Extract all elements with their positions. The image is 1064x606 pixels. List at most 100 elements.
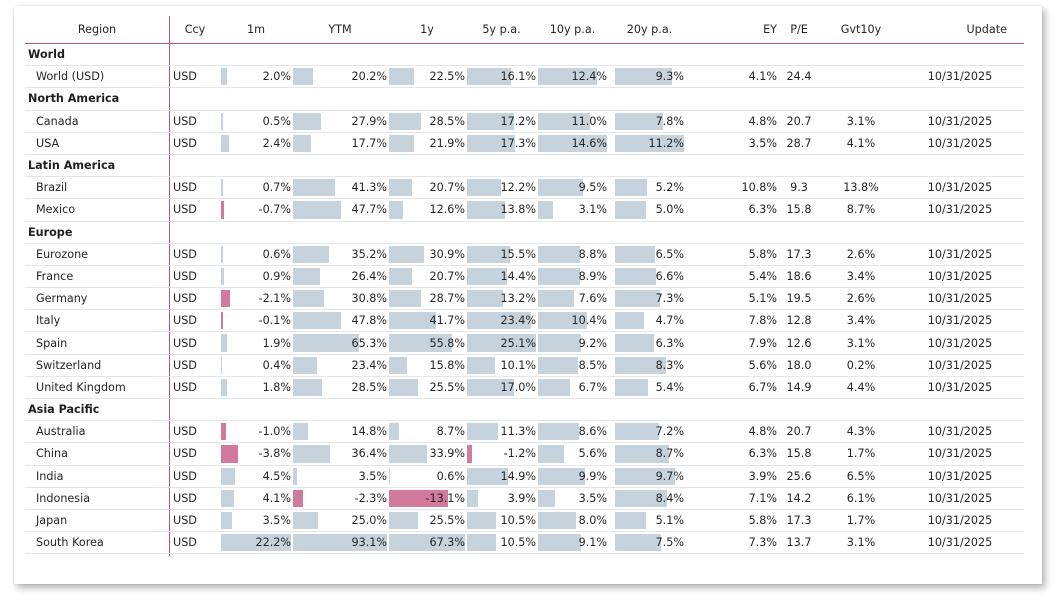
cell-ey: 7.9%: [748, 336, 777, 350]
table-row[interactable]: USA USD 2.4% 17.7% 21.9% 17.3% 14.6% 11.2% 3.5% 2…: [25, 133, 1024, 155]
value-5y: 15.5%: [500, 247, 536, 261]
table-row[interactable]: Mexico USD -0.7% 47.7% 12.6% 13.8% 3.1% 5.0% 6.3…: [25, 199, 1024, 222]
bar-10y: [538, 467, 585, 485]
table-row[interactable]: France USD 0.9% 26.4% 20.7% 14.4% 8.9% 6.6% 5.4%…: [25, 266, 1024, 289]
cell-20y: 8.3%: [615, 355, 684, 376]
bar-1m: [221, 290, 231, 308]
cell-ytm: 93.1%: [293, 532, 387, 553]
value-1y: 33.9%: [429, 447, 465, 461]
value-1m: 3.5%: [262, 514, 291, 528]
bar-ytm: [293, 356, 317, 374]
value-1y: 30.9%: [429, 247, 465, 261]
group-row[interactable]: Latin America: [25, 155, 1024, 178]
value-ytm: 47.8%: [351, 314, 387, 328]
header-10y[interactable]: 10y p.a.: [549, 23, 596, 36]
table-row[interactable]: China USD -3.8% 36.4% 33.9% -1.2% 5.6% 8.7% 6.3%…: [25, 443, 1024, 466]
header-update[interactable]: Update: [966, 23, 1007, 36]
table-row[interactable]: Indonesia USD 4.1% -2.3% -13.1% 3.9% 3.5% 8.4% 7…: [25, 488, 1024, 510]
bar-20y: [615, 68, 673, 86]
value-1m: -2.1%: [258, 292, 291, 306]
bar-5y: [467, 445, 473, 463]
table-row[interactable]: India USD 4.5% 3.5% 0.6% 14.9% 9.9% 9.7% 3.9% 25.…: [25, 466, 1024, 488]
bar-ytm: [293, 423, 308, 441]
cell-1y: 30.9%: [389, 244, 465, 265]
cell-gvt10y: 3.4%: [846, 314, 876, 328]
group-row[interactable]: Europe: [25, 222, 1024, 244]
bar-20y: [615, 201, 646, 219]
region-cell: Mexico: [36, 203, 76, 217]
value-1y: 0.6%: [436, 469, 465, 483]
header-ytm[interactable]: YTM: [328, 23, 352, 36]
bar-1m: [221, 489, 234, 507]
table-row[interactable]: South Korea USD 22.2% 93.1% 67.3% 10.5% 9.1% 7.…: [25, 532, 1024, 555]
value-ytm: 17.7%: [351, 136, 387, 150]
cell-10y: 8.9%: [538, 266, 607, 287]
bar-5y: [467, 356, 495, 374]
value-1m: 0.7%: [262, 181, 291, 195]
table-row[interactable]: Eurozone USD 0.6% 35.2% 30.9% 15.5% 8.8% 6.5% 5.…: [25, 244, 1024, 266]
cell-1m: 2.0%: [221, 66, 291, 87]
header-20y[interactable]: 20y p.a.: [626, 23, 673, 36]
cell-ytm: 47.7%: [293, 199, 387, 220]
region-cell: Germany: [36, 292, 88, 306]
bar-ytm: [293, 534, 387, 552]
value-ytm: 20.2%: [351, 70, 387, 84]
bar-1m: [221, 245, 223, 263]
group-label: North America: [28, 92, 120, 106]
cell-ytm: -2.3%: [293, 488, 387, 509]
cell-1m: 0.9%: [221, 266, 291, 287]
bar-ytm: [293, 334, 359, 352]
value-5y: 10.5%: [500, 536, 536, 550]
table-row[interactable]: World (USD) USD 2.0% 20.2% 22.5% 16.1% 12.4% 9.…: [25, 66, 1024, 89]
value-10y: 7.6%: [578, 292, 607, 306]
bar-1y: [389, 290, 422, 308]
value-1y: 41.7%: [429, 314, 465, 328]
table-row[interactable]: Spain USD 1.9% 65.3% 55.8% 25.1% 9.2% 6.3% 7.9% 1…: [25, 332, 1024, 355]
header-pe[interactable]: P/E: [790, 23, 808, 36]
value-1m: 1.9%: [262, 336, 291, 350]
region-cell: France: [36, 269, 74, 283]
cell-20y: 11.2%: [615, 133, 684, 154]
header-ey[interactable]: EY: [763, 23, 777, 36]
table-row[interactable]: Canada USD 0.5% 27.9% 28.5% 17.2% 11.0% 7.8% 4.8…: [25, 111, 1024, 133]
header-1y[interactable]: 1y: [420, 23, 434, 36]
header-region[interactable]: Region: [77, 23, 117, 36]
ccy-cell: USD: [173, 314, 197, 328]
header-5y[interactable]: 5y p.a.: [482, 23, 521, 36]
value-10y: 11.0%: [571, 114, 607, 128]
cell-ey: 6.7%: [748, 380, 777, 394]
header-gvt10y[interactable]: Gvt10y: [840, 23, 882, 36]
cell-1y: 12.6%: [389, 199, 465, 220]
value-20y: 9.7%: [655, 469, 684, 483]
cell-5y: 12.2%: [467, 177, 536, 198]
table-row[interactable]: Germany USD -2.1% 30.8% 28.7% 13.2% 7.6% 7.3% 5.…: [25, 288, 1024, 311]
bar-10y: [538, 534, 581, 552]
cell-gvt10y: 13.8%: [843, 181, 879, 195]
group-row[interactable]: North America: [25, 88, 1024, 111]
cell-10y: 9.2%: [538, 332, 607, 353]
value-ytm: 28.5%: [351, 380, 387, 394]
bar-1y: [389, 312, 437, 330]
group-row[interactable]: World: [25, 44, 1024, 67]
header-1m[interactable]: 1m: [246, 23, 266, 36]
table-row[interactable]: Australia USD -1.0% 14.8% 8.7% 11.3% 8.6% 7.2% 4…: [25, 421, 1024, 444]
bar-5y: [467, 511, 496, 530]
bar-10y: [538, 290, 574, 308]
table-row[interactable]: Switzerland USD 0.4% 23.4% 15.8% 10.1% 8.5% 8.3…: [25, 355, 1024, 377]
bar-ytm: [293, 467, 297, 485]
cell-20y: 7.8%: [615, 111, 684, 132]
table-row[interactable]: United Kingdom USD 1.8% 28.5% 25.5% 17.0% 6.7%…: [25, 377, 1024, 399]
cell-1y: 28.7%: [389, 288, 465, 309]
table-row[interactable]: Japan USD 3.5% 25.0% 25.5% 10.5% 8.0% 5.1% 5.8% 1…: [25, 510, 1024, 533]
bar-ytm: [293, 68, 314, 86]
cell-5y: 10.1%: [467, 355, 536, 376]
table-row[interactable]: Brazil USD 0.7% 41.3% 20.7% 12.2% 9.5% 5.2% 10.8…: [25, 177, 1024, 200]
table-row[interactable]: Italy USD -0.1% 47.8% 41.7% 23.4% 10.4% 4.7% 7.8…: [25, 310, 1024, 333]
cell-5y: 23.4%: [467, 310, 536, 331]
group-row[interactable]: Asia Pacific: [25, 399, 1024, 422]
cell-gvt10y: 6.5%: [846, 469, 876, 483]
bar-1m: [221, 534, 291, 552]
header-ccy[interactable]: Ccy: [184, 23, 206, 36]
region-cell: India: [36, 469, 64, 483]
cell-update: 10/31/2025: [927, 514, 993, 528]
